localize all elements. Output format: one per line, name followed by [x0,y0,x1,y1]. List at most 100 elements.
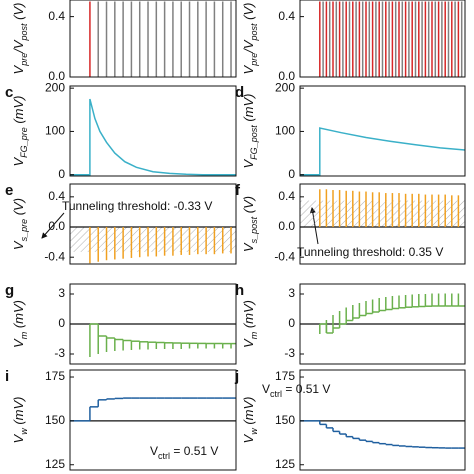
plot-area [89,1,232,77]
panel-label: h [235,282,244,299]
y-axis-label: Vm (mV) [11,300,29,348]
label-part: V [11,156,26,166]
label-part: /V [241,39,256,54]
panel-label: d [235,84,244,101]
label-part: FG_post [249,125,259,160]
label-part: V [11,338,26,348]
annotation: Vctrl = 0.51 V [150,444,218,461]
label-part: pre [249,53,259,67]
plot-frame [299,183,466,265]
panel: 125 150 175 j [234,368,466,471]
y-tick-label: 175 [275,369,295,383]
y-tick-label: 0.4 [278,9,295,23]
y-tick-label: -0.4 [44,249,65,263]
label-part: V [11,64,26,74]
label-part: = 0.51 V [282,382,330,396]
label-part: s_post [249,216,259,243]
y-tick-label: 100 [45,124,65,138]
y-tick-label: 3 [58,286,65,300]
label-part: pre [19,53,29,67]
label-part: (mV) [11,300,26,332]
panel-label: e [5,182,13,199]
label-part: ctrl [270,389,282,399]
plot-area [300,420,465,449]
label-part: (mV) [241,397,256,429]
y-tick-label: 0 [58,316,65,330]
plot-area [300,293,465,334]
y-tick-label: 0 [288,167,295,181]
y-tick-label: -3 [284,346,295,360]
y-tick-label: 0.0 [278,69,295,83]
label-part: = 0.51 V [170,444,218,458]
label-part: (V) [241,3,256,24]
annotation: Vctrl = 0.51 V [262,382,330,399]
panel-label: i [5,368,9,385]
line [70,98,236,176]
y-axis-label: Vw (mV) [241,397,259,444]
label-part: m [249,331,259,339]
y-axis-label: VFG_pre (mV) [11,96,29,167]
y-tick-label: 175 [45,369,65,383]
y-tick-label: 0.4 [278,189,295,203]
y-tick-label: 0.0 [48,69,65,83]
label-part: /V [11,39,26,54]
label-part: (mV) [11,397,26,429]
plot-frame [69,183,237,265]
label-part: post [249,23,259,42]
label-part: V [262,382,270,396]
label-part: (V) [11,198,26,219]
annotation: Tunneling threshold: -0.33 V [62,199,212,213]
plot-frame [69,85,237,177]
threshold-band [70,227,236,252]
panel: 0.4 0.0 -0.4 f [235,182,466,265]
y-tick-label: 0 [288,316,295,330]
y-tick-label: -3 [54,346,65,360]
y-axis-label: Vw (mV) [11,397,29,444]
y-tick-label: 0.4 [48,9,65,23]
y-tick-label: -0.4 [274,249,295,263]
panel: 0.0 0.4 [278,0,466,83]
plot-frame [299,369,466,471]
panel: 125 150 175 i [5,368,237,471]
panel-label: j [234,368,239,385]
y-tick-label: 3 [288,286,295,300]
y-axis-label: Vpre/Vpost (V) [241,3,259,75]
panel: 0.0 0.4 [48,0,237,83]
annotation-arrow [41,212,65,239]
y-axis-label: Vpre/Vpost (V) [11,3,29,75]
label-part: (V) [241,196,256,217]
label-part: s_pre [19,219,29,242]
plot-area [70,226,236,264]
plot-area [300,127,465,176]
plot-area [70,98,236,176]
label-part: post [19,23,29,42]
label-part: V [150,444,158,458]
plot-frame [69,369,237,471]
label-part: V [11,240,26,250]
plot-frame [299,85,466,177]
y-tick-label: 125 [275,457,295,471]
label-part: V [11,433,26,443]
y-tick-label: 0.0 [278,219,295,233]
plot-area [70,323,236,357]
y-tick-label: 200 [275,80,295,94]
plot-area [319,1,463,77]
y-tick-label: 200 [45,80,65,94]
label-part: w [249,428,259,435]
y-tick-label: 0.4 [48,189,65,203]
label-part: Tunneling threshold: -0.33 V [62,199,212,213]
panel: 0 100 200 d [235,80,466,181]
panel-label: g [5,282,14,299]
y-tick-label: 150 [275,413,295,427]
line [300,127,465,176]
plot-area [70,397,236,422]
label-part: Tunneling threshold: 0.35 V [297,245,443,259]
label-part: (mV) [241,94,256,126]
panel: 0 100 200 c [5,80,237,181]
plot-frame [299,0,466,78]
y-axis-label: Vs_pre (V) [11,198,29,250]
panel-label: f [235,182,241,199]
threshold-band [300,200,465,228]
y-axis-label: Vs_post (V) [241,196,259,252]
